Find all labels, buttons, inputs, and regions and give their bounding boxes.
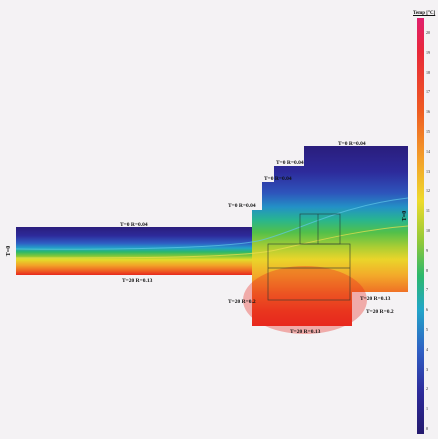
label-left-end: T=0	[6, 245, 13, 257]
legend-tick-label: 18	[426, 69, 430, 75]
legend-tick-label: 3	[426, 366, 428, 372]
legend-tick-label: 11	[426, 208, 430, 214]
slab	[16, 227, 276, 275]
label-top-block: T=0 R=0.04	[338, 141, 366, 147]
legend-tick-label: 8	[426, 267, 428, 273]
inner-outline	[267, 213, 351, 301]
legend-tick-label: 1	[426, 406, 428, 412]
label-bottom-slab: T=20 R=0.13	[122, 278, 153, 284]
legend-tick-label: 20	[426, 30, 430, 35]
label-lower-right: T=20 R=0.13	[360, 296, 391, 302]
legend-tick-label: 5	[426, 327, 428, 332]
label-mid-step: T=0 R=0.04	[264, 176, 292, 182]
label-bottom-block: T=20 R=0.13	[290, 329, 321, 335]
legend-tick-label: 16	[426, 109, 430, 115]
legend-tick-label: 12	[426, 188, 430, 194]
legend-tick-label: 17	[426, 89, 430, 95]
legend-tick-label: 0	[426, 426, 428, 431]
legend-tick-label: 14	[426, 148, 430, 154]
legend-title: Temp [°C]	[413, 11, 436, 16]
legend-tick-label: 15	[426, 129, 430, 134]
isotherm-line	[15, 197, 409, 250]
legend-tick-label: 9	[426, 247, 428, 253]
legend-tick-label: 13	[426, 168, 430, 174]
legend-colorbar	[417, 18, 424, 434]
label-lower-left: T=20 R=0.2	[228, 299, 256, 305]
label-right-end: T=0	[402, 210, 409, 222]
isotherm-line	[15, 225, 409, 259]
label-step-low: T=0 R=0.04	[228, 203, 256, 209]
label-lower-right2: T=20 R=0.2	[366, 309, 394, 315]
legend-tick-label: 6	[426, 307, 428, 313]
legend-tick-label: 10	[426, 228, 430, 233]
thermal-body	[252, 146, 408, 326]
legend-tick-label: 4	[426, 346, 428, 352]
legend-tick-label: 19	[426, 49, 430, 55]
label-upper-step: T=0 R=0.04	[276, 160, 304, 166]
legend-tick-label: 7	[426, 287, 428, 293]
label-top-slab: T=0 R=0.04	[120, 222, 148, 228]
legend-tick-label: 2	[426, 386, 428, 392]
